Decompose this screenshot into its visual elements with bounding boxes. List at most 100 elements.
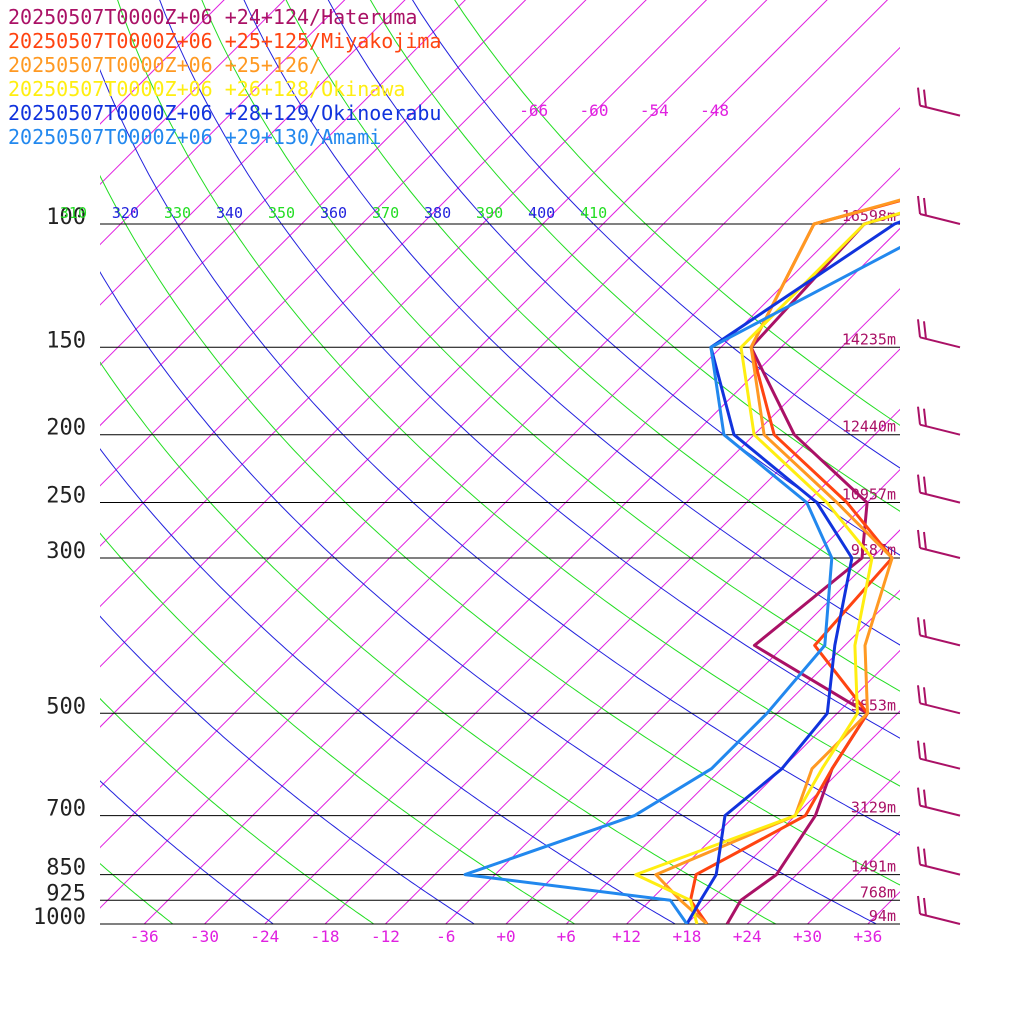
isotherm-line bbox=[100, 46, 900, 849]
upper-temperature-label: -48 bbox=[700, 101, 729, 120]
legend: 20250507T0000Z+06 +24+124/Hateruma202505… bbox=[8, 5, 441, 149]
theta-label: 310 bbox=[60, 204, 87, 222]
wind-barb bbox=[917, 195, 961, 225]
isotherm-line bbox=[100, 0, 225, 125]
pressure-label: 850 bbox=[46, 856, 86, 881]
legend-entry: 20250507T0000Z+06 +24+124/Hateruma bbox=[8, 5, 417, 29]
theta-label: 320 bbox=[112, 204, 139, 222]
x-tick-label: +0 bbox=[496, 927, 515, 946]
dry-adiabat-lines bbox=[100, 0, 900, 924]
height-label: 94m bbox=[869, 907, 896, 925]
isotherm-line bbox=[100, 0, 828, 728]
axis-labels: -36 -30 -24 -18 -12 -6 +0 +6 +12 +18 +24 +30 +36 -66 -… bbox=[60, 101, 882, 946]
upper-temperature-label: -60 bbox=[580, 101, 609, 120]
theta-label: 340 bbox=[216, 204, 243, 222]
isotherm-line bbox=[100, 0, 647, 547]
legend-entry: 20250507T0000Z+06 +29+130/Amami bbox=[8, 125, 381, 149]
isotherm-line bbox=[385, 408, 900, 924]
pressure-label: 100 bbox=[46, 205, 86, 230]
dry-adiabat-line bbox=[100, 615, 475, 924]
x-tick-label: -6 bbox=[436, 927, 455, 946]
isotherm-line bbox=[100, 0, 286, 186]
isotherm-line bbox=[100, 0, 889, 789]
theta-label: 370 bbox=[372, 204, 399, 222]
dry-adiabat-line bbox=[100, 697, 375, 924]
dry-adiabat-line bbox=[100, 862, 174, 924]
isotherm-line bbox=[988, 0, 1024, 924]
dry-adiabat-line bbox=[100, 532, 576, 924]
pressure-label: 250 bbox=[46, 484, 86, 509]
x-tick-label: +30 bbox=[793, 927, 822, 946]
isotherm-line bbox=[143, 167, 900, 924]
pressure-label: 500 bbox=[46, 694, 86, 719]
x-tick-label: -12 bbox=[371, 927, 400, 946]
theta-label: 360 bbox=[320, 204, 347, 222]
isotherm-line bbox=[505, 529, 900, 924]
legend-entry: 20250507T0000Z+06 +26+128/Okinawa bbox=[8, 77, 405, 101]
pressure-label: 150 bbox=[46, 328, 86, 353]
temperature-profile bbox=[685, 220, 900, 924]
x-tick-label: -18 bbox=[311, 927, 340, 946]
dry-adiabat-line bbox=[411, 0, 900, 469]
wind-barbs bbox=[917, 87, 961, 925]
upper-temperature-label: -66 bbox=[519, 101, 548, 120]
isotherm-line bbox=[746, 770, 900, 924]
height-label: 768m bbox=[860, 883, 896, 901]
dry-adiabat-line bbox=[285, 0, 900, 601]
x-tick-label: -30 bbox=[190, 927, 219, 946]
height-label: 12440m bbox=[842, 418, 896, 436]
height-label: 1491m bbox=[851, 858, 896, 876]
wind-barb bbox=[917, 87, 961, 117]
pressure-label: 300 bbox=[46, 539, 86, 564]
legend-entry: 20250507T0000Z+06 +25+125/Miyakojima bbox=[8, 29, 441, 53]
wind-barb bbox=[917, 740, 961, 770]
legend-entry: 20250507T0000Z+06 +28+129/Okinoerabu bbox=[8, 101, 441, 125]
upper-temperature-label: -54 bbox=[640, 101, 669, 120]
x-tick-label: +36 bbox=[853, 927, 882, 946]
dry-adiabat-line bbox=[117, 0, 900, 787]
isotherm-line bbox=[264, 288, 900, 924]
temperature-profile bbox=[689, 199, 900, 924]
isotherm-line bbox=[100, 0, 466, 366]
wind-barb bbox=[917, 529, 961, 559]
theta-label: 380 bbox=[424, 204, 451, 222]
isotherm-line bbox=[928, 0, 1024, 924]
isotherm-line bbox=[100, 0, 527, 427]
temperature-profiles bbox=[463, 198, 900, 924]
wind-barb bbox=[917, 895, 961, 925]
wind-barb bbox=[917, 685, 961, 715]
dry-adiabat-line bbox=[327, 0, 900, 556]
dry-adiabat-line bbox=[100, 174, 900, 886]
isotherm-line bbox=[100, 0, 708, 608]
isotherm-lines bbox=[100, 0, 1024, 924]
isotherm-line bbox=[100, 0, 346, 246]
wind-barb bbox=[917, 617, 961, 647]
x-tick-label: -36 bbox=[130, 927, 159, 946]
wind-barb bbox=[917, 406, 961, 436]
isotherm-line bbox=[100, 0, 406, 306]
theta-label: 330 bbox=[164, 204, 191, 222]
dry-adiabat-line bbox=[159, 0, 900, 739]
pressure-label: 925 bbox=[46, 881, 86, 906]
isotherm-line bbox=[686, 710, 900, 924]
pressure-label: 1000 bbox=[33, 905, 86, 930]
x-tick-label: -24 bbox=[250, 927, 279, 946]
dry-adiabat-line bbox=[100, 361, 777, 924]
height-label: 14235m bbox=[842, 330, 896, 348]
isotherm-line bbox=[445, 468, 900, 924]
theta-label: 400 bbox=[528, 204, 555, 222]
height-label: 3129m bbox=[851, 799, 896, 817]
isotherm-line bbox=[204, 227, 900, 924]
dry-adiabat-line bbox=[201, 0, 900, 692]
theta-label: 350 bbox=[268, 204, 295, 222]
dry-adiabat-line bbox=[100, 448, 676, 924]
pressure-label: 700 bbox=[46, 797, 86, 822]
dry-adiabat-line bbox=[243, 0, 900, 646]
isotherm-line bbox=[100, 107, 900, 909]
x-tick-label: +24 bbox=[733, 927, 762, 946]
wind-barb bbox=[917, 319, 961, 349]
legend-entry: 20250507T0000Z+06 +25+126/ bbox=[8, 53, 321, 77]
isotherm-line bbox=[626, 649, 900, 924]
